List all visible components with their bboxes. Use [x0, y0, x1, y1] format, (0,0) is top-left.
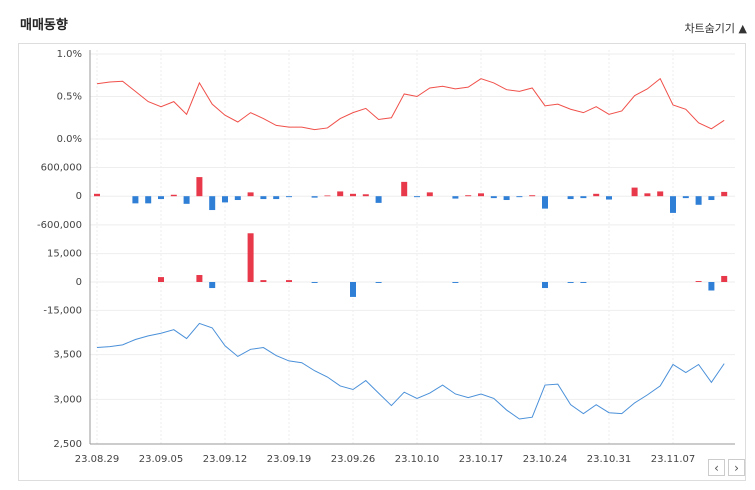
y-tick-label: 0: [76, 191, 82, 202]
y-tick-label: -600,000: [37, 220, 82, 231]
x-tick-label: 23.10.10: [395, 454, 440, 465]
bar: [247, 192, 254, 197]
bar: [158, 196, 164, 200]
x-tick-label: 23.08.29: [75, 454, 120, 465]
bar: [286, 196, 292, 198]
y-tick-label: 3,500: [53, 350, 82, 361]
bar: [567, 282, 574, 283]
bar: [414, 196, 420, 198]
bar: [196, 275, 203, 282]
bar: [593, 193, 600, 197]
bar: [580, 196, 587, 199]
prev-button[interactable]: ‹: [708, 459, 725, 476]
bar: [670, 196, 676, 213]
bar: [695, 196, 702, 205]
bar: [516, 196, 523, 198]
bar: [426, 192, 433, 197]
bar: [362, 194, 369, 197]
x-tick-label: 23.09.05: [139, 454, 184, 465]
bar: [196, 177, 203, 197]
x-tick-label: 23.09.12: [203, 454, 248, 465]
line: [96, 322, 725, 420]
x-tick-label: 23.09.26: [331, 454, 376, 465]
bar: [247, 233, 254, 282]
bar: [94, 193, 100, 197]
bar: [311, 196, 318, 198]
frame: [18, 43, 746, 481]
bar: [708, 196, 715, 201]
bar: [234, 196, 241, 201]
y-tick-label: 0.5%: [57, 92, 82, 103]
line: [96, 77, 725, 131]
bar: [350, 282, 356, 297]
x-tick-label: 23.10.24: [523, 454, 568, 465]
bar: [337, 191, 344, 197]
y-tick-label: 3,000: [53, 394, 82, 405]
bar: [682, 196, 689, 199]
bar: [375, 196, 382, 203]
bar: [606, 196, 612, 200]
bar: [158, 277, 164, 282]
bar: [132, 196, 139, 204]
toggle-button[interactable]: 차트숨기기 ▲: [684, 22, 747, 35]
bar: [273, 196, 280, 200]
y-tick-label: 2,500: [53, 439, 82, 450]
bar: [222, 196, 228, 203]
bar: [350, 193, 356, 197]
bar: [183, 196, 190, 204]
x-tick-label: 23.09.19: [267, 454, 312, 465]
bar: [324, 195, 331, 197]
bar: [695, 281, 702, 282]
bar: [452, 196, 459, 199]
bar: [542, 196, 548, 209]
bar: [644, 193, 651, 197]
bar: [465, 195, 472, 197]
bar: [145, 196, 152, 204]
bar: [721, 191, 728, 197]
title: 매매동향: [20, 18, 68, 33]
bar: [708, 282, 715, 291]
bar: [490, 196, 497, 199]
next-button[interactable]: ›: [728, 459, 745, 476]
bar: [721, 275, 728, 282]
bar: [170, 194, 177, 197]
bar: [542, 282, 548, 289]
y-tick-label: -15,000: [43, 305, 82, 316]
y-tick-label: 0.0%: [57, 134, 82, 145]
y-tick-label: 0: [76, 277, 82, 288]
bar: [529, 195, 536, 197]
bar: [478, 193, 484, 197]
y-tick-label: 1.0%: [57, 49, 82, 60]
bar: [401, 181, 408, 197]
bar: [311, 282, 318, 283]
bar: [286, 280, 292, 282]
bar: [503, 196, 510, 201]
bar: [452, 282, 459, 283]
x-tick-label: 23.10.17: [459, 454, 504, 465]
bar: [260, 196, 267, 200]
bar: [375, 282, 382, 283]
bar: [567, 196, 574, 200]
bar: [657, 191, 664, 197]
y-tick-label: 600,000: [41, 163, 82, 174]
x-tick-label: 23.10.31: [587, 454, 632, 465]
bar: [260, 280, 267, 282]
x-tick-label: 23.11.07: [651, 454, 696, 465]
y-tick-label: 15,000: [47, 249, 82, 260]
bar: [209, 282, 216, 289]
bar: [631, 187, 638, 197]
bar: [580, 282, 587, 283]
bar: [209, 196, 216, 211]
